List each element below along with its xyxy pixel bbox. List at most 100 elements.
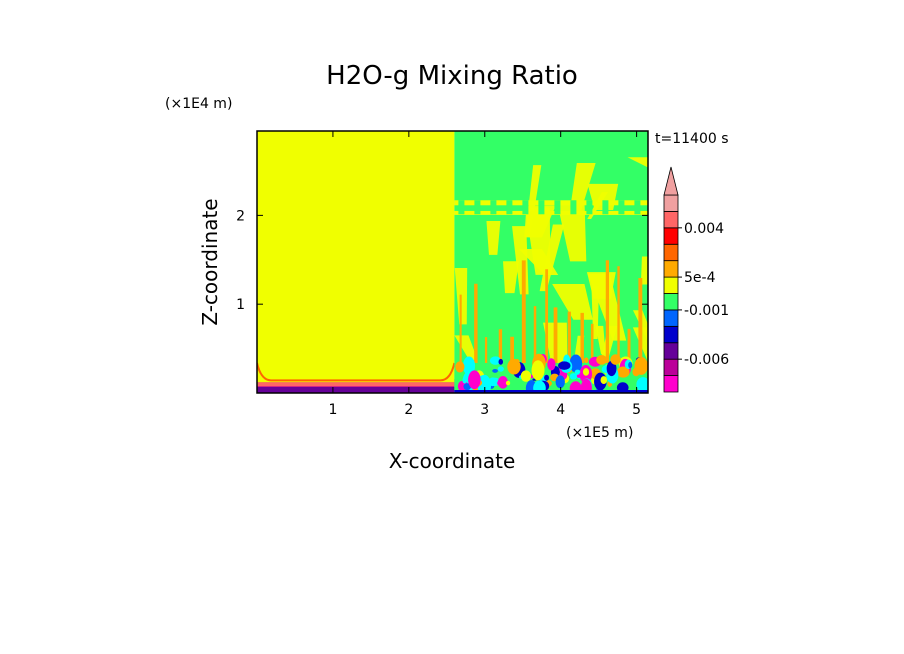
boundary-eddy <box>596 355 608 365</box>
surface-layer-base <box>257 387 455 393</box>
boundary-eddy <box>462 377 467 384</box>
boundary-eddy <box>497 376 509 389</box>
boundary-base <box>454 390 648 393</box>
upper-stripe <box>454 200 648 206</box>
boundary-eddy <box>576 383 581 387</box>
colorbar-segment <box>663 211 679 229</box>
boundary-eddy <box>606 360 617 377</box>
moist-streak <box>486 221 501 255</box>
colorbar-label: 5e-4 <box>684 270 716 286</box>
boundary-eddy <box>636 377 648 392</box>
colorbar-segment <box>663 194 679 212</box>
y-unit-label: (×1E4 m) <box>165 96 232 112</box>
y-tick-label: 2 <box>236 208 245 224</box>
x-unit-label: (×1E5 m) <box>566 425 633 441</box>
x-tick-label: 3 <box>480 402 489 418</box>
boundary-eddy <box>455 361 465 373</box>
boundary-eddy <box>489 356 501 365</box>
colorbar-segment <box>663 309 679 327</box>
boundary-eddy <box>610 354 621 365</box>
moist-streak <box>595 325 606 355</box>
boundary-eddy <box>584 357 589 364</box>
colorbar-segment <box>663 276 679 294</box>
boundary-eddy <box>462 356 476 376</box>
x-tick-label: 5 <box>632 402 641 418</box>
stripe-gap <box>474 200 481 215</box>
y-axis: 12 <box>236 208 648 313</box>
stripe-gap <box>522 200 529 215</box>
moist-streak <box>627 157 648 168</box>
boundary-eddy <box>531 360 545 381</box>
stripe-gap <box>538 200 545 215</box>
stripe-gap <box>554 200 561 215</box>
x-tick-label: 2 <box>404 402 413 418</box>
stripe-gap <box>634 200 641 215</box>
boundary-eddy <box>507 358 521 375</box>
boundary-eddy <box>544 374 550 381</box>
boundary-eddy <box>628 361 633 369</box>
boundary-eddy <box>569 373 577 380</box>
stripe-gap <box>570 200 577 215</box>
boundary-eddy <box>505 380 511 386</box>
x-axis: 1 2 3 4 5 <box>328 131 641 418</box>
colorbar-label: -0.006 <box>684 352 729 368</box>
x-tick-label: 1 <box>328 402 337 418</box>
boundary-eddy <box>492 368 498 373</box>
x-tick-label: 4 <box>556 402 565 418</box>
time-label: t=11400 s <box>655 131 729 147</box>
moist-streak <box>632 327 648 362</box>
boundary-eddy <box>488 377 497 387</box>
y-tick-label: 1 <box>236 297 245 313</box>
stripe-gap <box>602 200 609 215</box>
y-axis-label: Z-coordinate <box>198 198 222 325</box>
boundary-eddy <box>616 366 630 378</box>
colorbar-segment <box>663 260 679 278</box>
boundary-eddy <box>558 361 571 370</box>
colorbar-label: -0.001 <box>684 303 729 319</box>
plot-frame <box>256 130 649 394</box>
colorbar-segment <box>663 358 679 376</box>
surface-front-contour <box>257 362 456 382</box>
colorbar-segment <box>663 325 679 344</box>
boundary-eddy <box>600 376 608 385</box>
colorbar-segment <box>663 342 679 360</box>
boundary-eddy <box>580 378 592 393</box>
surface-pink-band <box>257 382 455 387</box>
chart-title: H2O-g Mixing Ratio <box>326 61 578 91</box>
boundary-eddy <box>555 375 565 389</box>
boundary-eddy <box>520 370 532 382</box>
upper-stripe <box>454 210 648 215</box>
colorbar-segment <box>663 243 679 262</box>
colorbar: -0.006 -0.001 5e-4 0.004 <box>663 166 729 393</box>
boundary-eddy <box>547 358 556 371</box>
stripe-gap <box>490 200 497 215</box>
boundary-eddy <box>533 380 546 393</box>
stripe-gap <box>506 200 513 215</box>
stripe-gap <box>458 200 465 215</box>
moist-streak <box>552 283 593 320</box>
stripe-gap <box>618 200 625 215</box>
boundary-eddy <box>468 370 481 390</box>
boundary-eddy <box>497 380 502 386</box>
left-domain-region <box>257 131 455 383</box>
boundary-eddy <box>582 368 590 376</box>
colorbar-segment <box>663 293 679 311</box>
colorbar-segment <box>663 227 679 245</box>
moist-streak <box>557 204 587 262</box>
moist-streak <box>632 310 648 342</box>
boundary-eddy <box>574 369 581 375</box>
boundary-eddy <box>497 366 504 372</box>
x-axis-label: X-coordinate <box>389 449 516 473</box>
boundary-eddy <box>498 358 504 365</box>
moist-streak <box>569 163 596 211</box>
stripe-gap <box>586 200 593 215</box>
plot-area <box>257 131 648 393</box>
colorbar-extend-arrow <box>663 166 679 196</box>
moist-streak <box>503 261 519 294</box>
boundary-eddy <box>632 367 640 377</box>
boundary-eddy <box>569 354 583 373</box>
moist-streak <box>518 249 559 276</box>
colorbar-segment <box>663 375 679 393</box>
colorbar-label: 0.004 <box>684 221 724 237</box>
